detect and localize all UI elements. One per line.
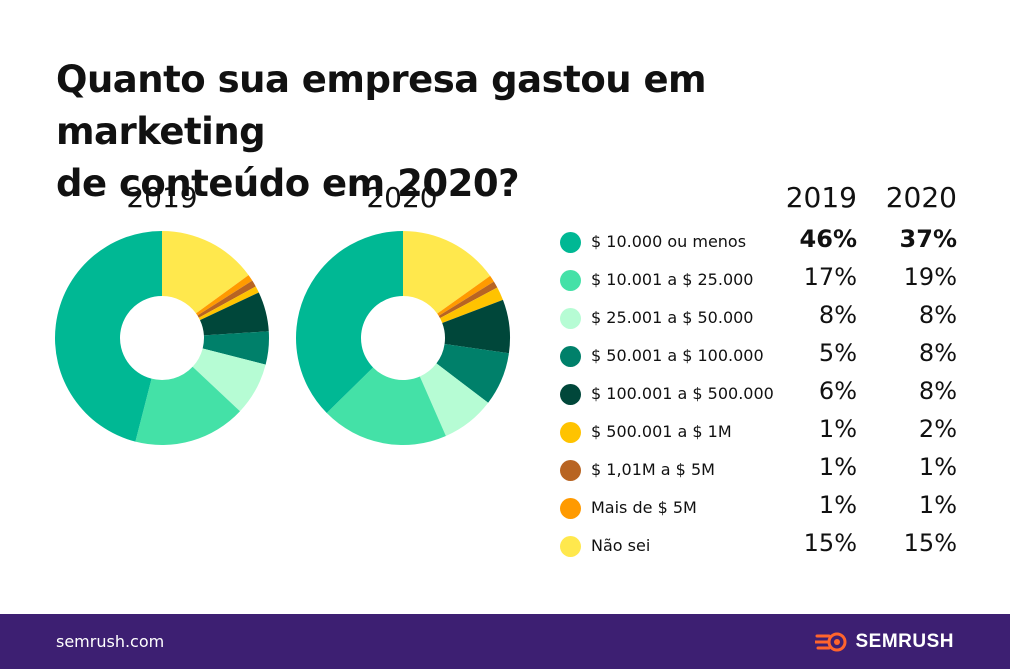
- value-2019: 6%: [818, 377, 857, 405]
- legend-label: $ 500.001 a $ 1M: [591, 422, 732, 441]
- donut-slice: [197, 280, 256, 318]
- legend-row: $ 10.000 ou menos 46% 37%: [560, 225, 960, 257]
- value-2019: 5%: [818, 339, 857, 367]
- donut-chart-2019: [55, 231, 269, 445]
- semrush-logo: SEMRUSH: [815, 629, 954, 655]
- legend-swatch: [560, 422, 581, 443]
- value-2020: 19%: [903, 263, 957, 291]
- legend-row: Não sei 15% 15%: [560, 529, 960, 561]
- legend-row: $ 25.001 a $ 50.000 8% 8%: [560, 301, 960, 333]
- table-header-2020: 2020: [885, 181, 957, 214]
- donut-slice: [438, 281, 498, 319]
- value-2020: 1%: [918, 453, 957, 481]
- value-2019: 1%: [818, 415, 857, 443]
- legend-swatch: [560, 308, 581, 329]
- donut-slice: [192, 348, 266, 412]
- semrush-flame-icon: [815, 632, 847, 652]
- semrush-brand-text: SEMRUSH: [855, 631, 954, 652]
- donut-slice: [135, 366, 240, 445]
- legend-swatch: [560, 346, 581, 367]
- legend-row: Mais de $ 5M 1% 1%: [560, 491, 960, 523]
- legend-label: Mais de $ 5M: [591, 498, 697, 517]
- donut-slice: [437, 275, 494, 316]
- donut-2020-label: 2020: [366, 181, 438, 214]
- legend-row: $ 500.001 a $ 1M 1% 2%: [560, 415, 960, 447]
- legend-swatch: [560, 384, 581, 405]
- donut-chart-2020: [296, 231, 510, 445]
- table-header-2019: 2019: [785, 181, 857, 214]
- donut-slice: [202, 331, 269, 365]
- footer-bar: semrush.com SEMRUSH: [0, 614, 1010, 669]
- donut-slice: [296, 231, 403, 414]
- value-2020: 15%: [903, 529, 957, 557]
- footer-site-link[interactable]: semrush.com: [56, 632, 165, 651]
- legend-swatch: [560, 232, 581, 253]
- value-2019: 1%: [818, 453, 857, 481]
- donut-slice: [440, 287, 503, 324]
- legend-row: $ 1,01M a $ 5M 1% 1%: [560, 453, 960, 485]
- value-2020: 37%: [899, 225, 957, 253]
- value-2019: 1%: [818, 491, 857, 519]
- legend-label: $ 10.001 a $ 25.000: [591, 270, 754, 289]
- chart-title-line-1: Quanto sua empresa gastou em marketing: [56, 58, 707, 153]
- donut-slice: [442, 299, 510, 354]
- legend-row: $ 50.001 a $ 100.000 5% 8%: [560, 339, 960, 371]
- donut-slice: [326, 367, 446, 445]
- donut-2019-label: 2019: [126, 181, 198, 214]
- chart-title-line-2: de conteúdo em 2020?: [56, 162, 520, 205]
- value-2020: 8%: [918, 339, 957, 367]
- legend-swatch: [560, 460, 581, 481]
- donut-slice: [419, 363, 489, 437]
- legend-label: Não sei: [591, 536, 651, 555]
- value-2020: 8%: [918, 377, 957, 405]
- value-2019: 15%: [803, 529, 857, 557]
- legend-swatch: [560, 270, 581, 291]
- donut-slice: [195, 275, 253, 316]
- donut-slice: [200, 292, 269, 336]
- donut-slice: [55, 231, 163, 442]
- legend-label: $ 100.001 a $ 500.000: [591, 384, 774, 403]
- donut-slice: [198, 286, 259, 321]
- legend-swatch: [560, 498, 581, 519]
- legend-label: $ 25.001 a $ 50.000: [591, 308, 754, 327]
- value-2020: 8%: [918, 301, 957, 329]
- value-2019: 8%: [818, 301, 857, 329]
- value-2019: 17%: [803, 263, 857, 291]
- legend-label: $ 10.000 ou menos: [591, 232, 747, 251]
- donut-slice: [403, 231, 491, 314]
- legend-row: $ 100.001 a $ 500.000 6% 8%: [560, 377, 960, 409]
- value-2020: 1%: [918, 491, 957, 519]
- donut-slice: [162, 231, 249, 314]
- value-2019: 46%: [799, 225, 857, 253]
- legend-label: $ 50.001 a $ 100.000: [591, 346, 764, 365]
- chart-title: Quanto sua empresa gastou em marketing d…: [56, 54, 916, 210]
- value-2020: 2%: [918, 415, 957, 443]
- legend-label: $ 1,01M a $ 5M: [591, 460, 715, 479]
- legend-swatch: [560, 536, 581, 557]
- donut-slice: [436, 343, 509, 403]
- legend-row: $ 10.001 a $ 25.000 17% 19%: [560, 263, 960, 295]
